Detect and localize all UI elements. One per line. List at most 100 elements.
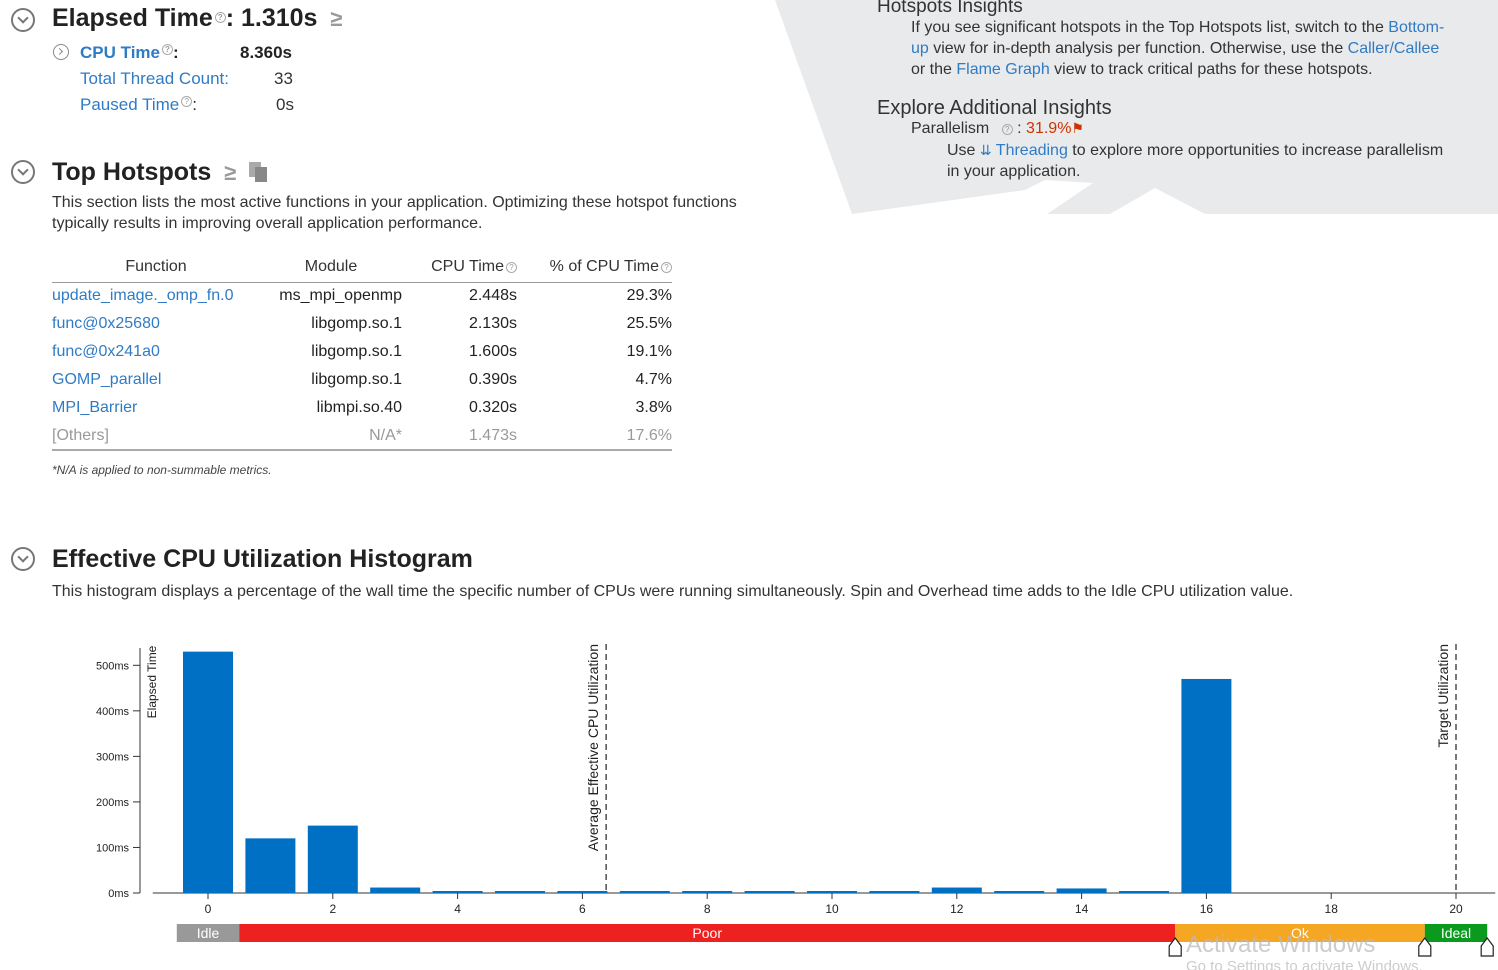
- x-tick-label: 8: [704, 902, 711, 916]
- utilization-zone-label: Idle: [197, 925, 220, 941]
- column-header-function[interactable]: Function: [52, 252, 260, 283]
- function-link[interactable]: func@0x25680: [52, 315, 160, 332]
- histogram-bar: [994, 891, 1045, 893]
- hotspots-description: This section lists the most active funct…: [52, 194, 737, 232]
- x-tick-label: 10: [825, 902, 839, 916]
- terminal-icon[interactable]: ≥: [224, 160, 237, 185]
- help-icon[interactable]: ?: [162, 44, 173, 55]
- collapse-histogram-section-button[interactable]: [11, 547, 35, 571]
- help-icon[interactable]: ?: [506, 261, 517, 273]
- table-row: MPI_Barrier libmpi.so.40 0.320s 3.8%: [52, 394, 672, 422]
- elapsed-time-heading: Elapsed Time?: 1.310s ≥: [52, 4, 343, 32]
- column-header-module[interactable]: Module: [260, 252, 402, 283]
- y-tick-label: 200ms: [96, 797, 130, 809]
- parallelism-label: Parallelism: [911, 120, 990, 137]
- help-icon[interactable]: ?: [181, 96, 193, 107]
- histogram-bar: [931, 887, 982, 893]
- cpu-time-cell: 1.600s: [468, 343, 517, 360]
- function-link[interactable]: MPI_Barrier: [52, 399, 138, 416]
- column-header-percent-cpu-time[interactable]: % of CPU Time?: [517, 252, 672, 283]
- function-link[interactable]: GOMP_parallel: [52, 371, 162, 388]
- cpu-time-cell: 2.130s: [468, 315, 517, 332]
- histogram-bar: [432, 891, 483, 893]
- bottom-up-link-continued[interactable]: up: [911, 40, 929, 57]
- histogram-bar: [1119, 891, 1169, 893]
- collapse-hotspots-section-button[interactable]: [11, 160, 35, 184]
- elapsed-time-value: : 1.310s: [225, 4, 318, 32]
- insights-title: Hotspots Insights: [877, 0, 1023, 17]
- cpu-time-label[interactable]: CPU Time?:: [80, 43, 179, 62]
- table-footnote: *N/A is applied to non-summable metrics.: [52, 463, 272, 477]
- thread-count-value: 33: [274, 69, 293, 88]
- utilization-zone: [176, 924, 240, 942]
- histogram-bar: [1056, 888, 1107, 893]
- watermark-title: Activate Windows: [1186, 931, 1376, 958]
- paused-time-value: 0s: [276, 95, 294, 114]
- column-header-cpu-time[interactable]: CPU Time?: [402, 252, 517, 283]
- table-row: func@0x25680 libgomp.so.1 2.130s 25.5%: [52, 310, 672, 338]
- thread-count-label: Total Thread Count:: [80, 69, 229, 88]
- threading-link[interactable]: Threading: [995, 142, 1068, 159]
- percent-cell: 17.6%: [517, 422, 672, 451]
- histogram-bar: [495, 891, 545, 893]
- histogram-heading: Effective CPU Utilization Histogram: [52, 545, 473, 573]
- histogram-bar: [619, 891, 670, 893]
- y-tick-label: 0ms: [108, 888, 129, 900]
- cpu-time-cell: 0.320s: [468, 399, 517, 416]
- help-icon[interactable]: ?: [661, 261, 672, 273]
- x-tick-label: 6: [579, 902, 586, 916]
- percent-cell: 3.8%: [635, 399, 672, 416]
- module-cell: ms_mpi_openmp: [279, 287, 402, 305]
- utilization-zone: [1424, 924, 1488, 942]
- x-tick-label: 4: [454, 902, 461, 916]
- histogram-bar: [307, 825, 358, 893]
- collapse-elapsed-section-button[interactable]: [11, 8, 35, 32]
- table-row: update_image._omp_fn.0 ms_mpi_openmp 2.4…: [52, 282, 672, 310]
- watermark-subtitle: Go to Settings to activate Windows.: [1186, 958, 1423, 970]
- help-icon[interactable]: ?: [1001, 124, 1013, 135]
- function-link[interactable]: func@0x241a0: [52, 343, 160, 360]
- module-cell: libgomp.so.1: [311, 371, 402, 388]
- utilization-zone-label: Poor: [692, 925, 722, 941]
- threshold-slider-handle[interactable]: [1418, 937, 1432, 957]
- function-cell: [Others]: [52, 422, 260, 451]
- histogram-description: This histogram displays a percentage of …: [52, 583, 1294, 600]
- expand-cpu-time-button[interactable]: [53, 44, 69, 60]
- table-row: GOMP_parallel libgomp.so.1 0.390s 4.7%: [52, 366, 672, 394]
- cpu-time-cell: 0.390s: [468, 371, 517, 388]
- module-cell: libmpi.so.40: [316, 399, 402, 416]
- caller-callee-link[interactable]: Caller/Callee: [1347, 40, 1440, 57]
- y-axis-title: Elapsed Time: [145, 645, 159, 718]
- histogram-bar: [682, 891, 733, 893]
- histogram-bar: [807, 891, 857, 893]
- top-hotspots-heading: Top Hotspots ≥: [52, 158, 268, 187]
- bottom-up-link[interactable]: Bottom-: [1388, 19, 1445, 36]
- cpu-time-value: 8.360s: [240, 43, 292, 62]
- utilization-marker-label: Average Effective CPU Utilization: [585, 644, 601, 851]
- threshold-slider-handle[interactable]: [1168, 937, 1182, 957]
- percent-cell: 25.5%: [626, 315, 672, 332]
- utilization-zone-label: Ideal: [1441, 925, 1471, 941]
- utilization-zone-label: Ok: [1291, 925, 1310, 941]
- histogram-bar: [744, 891, 795, 893]
- parallelism-value: 31.9%: [1026, 120, 1072, 137]
- hotspots-table: Function Module CPU Time? % of CPU Time?…: [52, 252, 672, 451]
- function-link[interactable]: update_image._omp_fn.0: [52, 287, 234, 305]
- threshold-slider-handle[interactable]: [1480, 937, 1494, 957]
- x-tick-label: 20: [1449, 902, 1463, 916]
- terminal-icon[interactable]: ≥: [330, 6, 343, 31]
- percent-cell: 19.1%: [626, 343, 672, 360]
- y-tick-label: 400ms: [96, 706, 130, 718]
- help-icon[interactable]: ?: [214, 12, 226, 23]
- parallelism-row: Parallelism ? : 31.9%⚑: [911, 120, 1084, 137]
- flame-graph-link[interactable]: Flame Graph: [956, 61, 1050, 78]
- insights-panel-background: [775, 0, 1498, 214]
- cpu-time-cell: 1.473s: [402, 422, 517, 451]
- x-tick-label: 0: [205, 902, 212, 916]
- utilization-zone: [1175, 924, 1425, 942]
- histogram-bar: [869, 891, 920, 893]
- module-cell: libgomp.so.1: [311, 343, 402, 360]
- warning-flag-icon: ⚑: [1071, 120, 1084, 136]
- copy-icon[interactable]: [249, 162, 268, 182]
- cpu-time-cell: 2.448s: [468, 287, 517, 305]
